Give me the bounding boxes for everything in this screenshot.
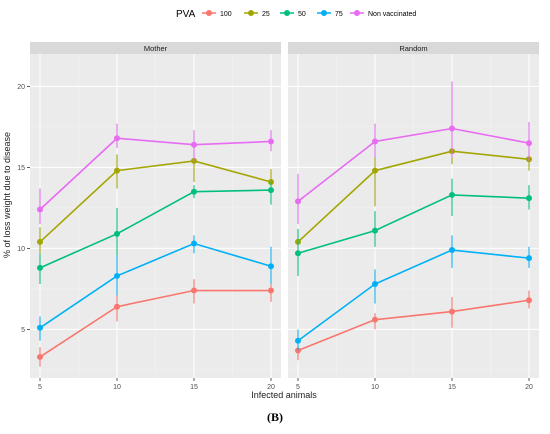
data-point: [267, 138, 274, 145]
legend-item-label: 50: [298, 11, 306, 18]
data-point: [37, 324, 44, 331]
x-tick-label: 20: [267, 384, 275, 391]
x-axis-label: Infected animals: [251, 390, 317, 400]
panel-strip-label: Mother: [144, 44, 168, 53]
series-75: [37, 235, 274, 341]
data-point: [267, 263, 274, 270]
series-100: [295, 290, 532, 361]
legend-item-1: 25: [244, 10, 270, 18]
legend-swatch-dot: [206, 10, 212, 16]
data-point: [37, 353, 44, 360]
chart-panels: Mother 5 10 15 20 5 10 15 20 Random 5 10 15 20: [17, 42, 539, 391]
data-point: [295, 198, 302, 205]
x-tick-label: 10: [113, 384, 121, 391]
data-point: [114, 167, 121, 174]
legend-item-2: 50: [280, 10, 306, 18]
data-point: [448, 308, 455, 315]
data-point: [295, 250, 302, 257]
data-point: [267, 187, 274, 194]
legend: PVA 100 25 50 75 Non vaccinated: [176, 9, 416, 20]
data-point: [372, 281, 379, 288]
series-line: [39, 242, 272, 329]
y-axis-label: % of loss weight due to disease: [2, 132, 12, 258]
data-point: [372, 316, 379, 323]
series-25: [295, 135, 532, 252]
y-tick-label: 10: [17, 246, 25, 253]
series-line: [39, 137, 272, 211]
y-tick-label: 20: [17, 84, 25, 91]
x-tick-label: 5: [38, 384, 42, 391]
data-point: [114, 303, 121, 310]
series-line: [297, 249, 530, 342]
data-point: [114, 135, 121, 142]
legend-swatch-dot: [321, 10, 327, 16]
data-point: [37, 238, 44, 245]
data-point: [190, 188, 197, 195]
legend-swatch-dot: [284, 10, 290, 16]
x-tick-label: 20: [525, 384, 533, 391]
data-point: [114, 230, 121, 237]
x-tick-label: 15: [448, 384, 456, 391]
data-point: [525, 140, 532, 147]
figure-caption: (B): [267, 410, 283, 424]
legend-swatch-dot: [354, 10, 360, 16]
series-50: [295, 178, 532, 276]
legend-item-label: Non vaccinated: [368, 11, 416, 18]
legend-swatch-dot: [248, 10, 254, 16]
data-point: [37, 264, 44, 271]
legend-items: 100 25 50 75 Non vaccinated: [202, 10, 416, 18]
y-tick-label: 5: [21, 327, 25, 334]
data-point: [190, 287, 197, 294]
x-tick-label: 10: [371, 384, 379, 391]
data-point: [267, 287, 274, 294]
data-point: [114, 272, 121, 279]
legend-item-4: Non vaccinated: [350, 10, 416, 18]
panel-strip-label: Random: [399, 44, 427, 53]
panel-strip: [288, 42, 539, 54]
series-line: [297, 150, 530, 243]
data-point: [448, 125, 455, 132]
panel-random: Random 5 10 15 20: [288, 42, 539, 391]
y-tick-label: 15: [17, 165, 25, 172]
panel-mother: Mother 5 10 15 20 5 10 15 20: [17, 42, 281, 391]
series-non-vaccinated: [295, 81, 532, 225]
data-point: [448, 247, 455, 254]
panel-strip: [30, 42, 281, 54]
data-point: [37, 206, 44, 213]
data-point: [372, 227, 379, 234]
data-point: [372, 167, 379, 174]
legend-item-label: 100: [220, 11, 232, 18]
legend-item-0: 100: [202, 10, 232, 18]
data-point: [372, 138, 379, 145]
x-tick-label: 15: [190, 384, 198, 391]
series-line: [39, 189, 272, 269]
data-point: [190, 141, 197, 148]
data-point: [525, 297, 532, 304]
series-line: [39, 160, 272, 243]
series-100: [37, 279, 274, 367]
legend-title: PVA: [176, 9, 196, 20]
legend-item-label: 75: [335, 11, 343, 18]
series-line: [297, 299, 530, 352]
legend-item-label: 25: [262, 11, 270, 18]
series-line: [39, 289, 271, 358]
series-non-vaccinated: [37, 123, 274, 225]
data-point: [525, 255, 532, 262]
series-line: [297, 194, 530, 255]
x-tick-label: 5: [296, 384, 300, 391]
data-point: [448, 191, 455, 198]
series-line: [297, 127, 530, 203]
series-75: [295, 235, 532, 351]
data-point: [190, 240, 197, 247]
series-50: [37, 181, 274, 285]
legend-item-3: 75: [317, 10, 343, 18]
data-point: [525, 195, 532, 202]
data-point: [295, 337, 302, 344]
